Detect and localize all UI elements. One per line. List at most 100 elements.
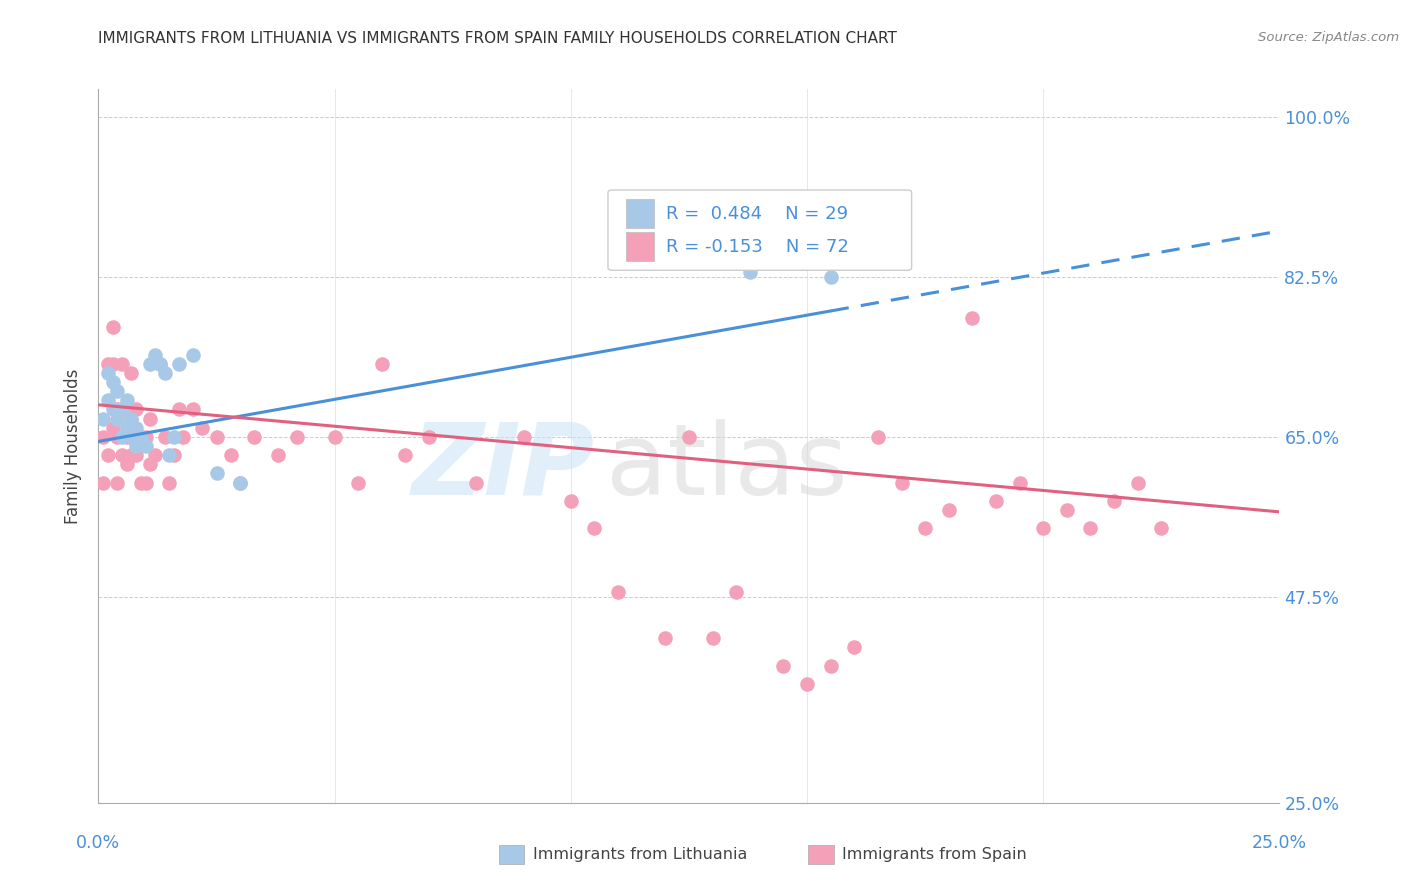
Point bbox=[115, 393, 138, 408]
Point bbox=[125, 448, 148, 462]
Point bbox=[129, 475, 152, 490]
Point bbox=[702, 631, 724, 645]
Point bbox=[243, 430, 266, 444]
Point bbox=[465, 475, 488, 490]
Point bbox=[121, 411, 143, 425]
Point bbox=[121, 411, 143, 425]
Point bbox=[1032, 521, 1054, 535]
Point bbox=[115, 458, 138, 472]
Point bbox=[149, 357, 172, 371]
Y-axis label: Family Households: Family Households bbox=[65, 368, 83, 524]
Point bbox=[890, 475, 912, 490]
Point bbox=[1126, 475, 1149, 490]
Point bbox=[229, 475, 252, 490]
Point bbox=[97, 448, 120, 462]
Point bbox=[101, 320, 124, 334]
Point bbox=[105, 430, 128, 444]
Point bbox=[135, 475, 157, 490]
Point bbox=[654, 631, 676, 645]
Point bbox=[844, 640, 866, 655]
Point bbox=[285, 430, 308, 444]
Point bbox=[371, 357, 394, 371]
Point bbox=[560, 494, 582, 508]
Point bbox=[91, 430, 114, 444]
Point bbox=[111, 402, 134, 417]
Point bbox=[111, 430, 134, 444]
Point bbox=[105, 475, 128, 490]
Point bbox=[129, 430, 152, 444]
Point bbox=[97, 393, 120, 408]
Point bbox=[678, 430, 700, 444]
Point bbox=[157, 448, 180, 462]
Point bbox=[772, 658, 794, 673]
Point bbox=[820, 658, 842, 673]
Point bbox=[1102, 494, 1125, 508]
Point bbox=[121, 366, 143, 380]
Point bbox=[914, 521, 936, 535]
Point bbox=[139, 357, 162, 371]
Point bbox=[149, 357, 172, 371]
Point bbox=[111, 448, 134, 462]
Point bbox=[125, 439, 148, 453]
Point bbox=[153, 366, 176, 380]
Point bbox=[229, 475, 252, 490]
Text: ZIP: ZIP bbox=[412, 419, 595, 516]
Point bbox=[101, 357, 124, 371]
Point bbox=[115, 420, 138, 434]
Point bbox=[163, 448, 186, 462]
Point bbox=[125, 420, 148, 434]
Point bbox=[167, 357, 190, 371]
Text: Immigrants from Spain: Immigrants from Spain bbox=[842, 847, 1026, 862]
Point bbox=[1056, 503, 1078, 517]
Point bbox=[418, 430, 440, 444]
Point bbox=[347, 475, 370, 490]
Text: Source: ZipAtlas.com: Source: ZipAtlas.com bbox=[1258, 31, 1399, 45]
Text: Immigrants from Lithuania: Immigrants from Lithuania bbox=[533, 847, 747, 862]
Point bbox=[105, 402, 128, 417]
Text: R =  0.484    N = 29: R = 0.484 N = 29 bbox=[665, 204, 848, 223]
Point bbox=[163, 430, 186, 444]
Point bbox=[115, 430, 138, 444]
Point bbox=[866, 430, 889, 444]
Point bbox=[512, 430, 534, 444]
Point bbox=[181, 347, 204, 361]
Point bbox=[820, 269, 842, 284]
Point bbox=[1150, 521, 1173, 535]
Point bbox=[394, 448, 416, 462]
Point bbox=[101, 402, 124, 417]
Point bbox=[583, 521, 606, 535]
Point bbox=[101, 420, 124, 434]
Point bbox=[323, 430, 346, 444]
Point bbox=[191, 420, 214, 434]
Point bbox=[129, 430, 152, 444]
Point bbox=[111, 357, 134, 371]
Point bbox=[984, 494, 1007, 508]
Point bbox=[121, 430, 143, 444]
Point bbox=[97, 366, 120, 380]
Point bbox=[91, 475, 114, 490]
Point bbox=[157, 475, 180, 490]
Point bbox=[172, 430, 194, 444]
Point bbox=[139, 458, 162, 472]
Text: atlas: atlas bbox=[606, 419, 848, 516]
Point bbox=[135, 439, 157, 453]
Point bbox=[135, 430, 157, 444]
Point bbox=[205, 467, 228, 481]
Point bbox=[181, 402, 204, 417]
Point bbox=[143, 448, 166, 462]
Point bbox=[125, 402, 148, 417]
Point bbox=[962, 310, 984, 325]
Point bbox=[725, 585, 748, 599]
Point bbox=[153, 430, 176, 444]
Text: R = -0.153    N = 72: R = -0.153 N = 72 bbox=[665, 237, 848, 256]
Text: 0.0%: 0.0% bbox=[76, 834, 121, 852]
Point bbox=[167, 402, 190, 417]
Point bbox=[143, 347, 166, 361]
Point bbox=[219, 448, 242, 462]
Point bbox=[91, 411, 114, 425]
Point bbox=[139, 411, 162, 425]
Text: IMMIGRANTS FROM LITHUANIA VS IMMIGRANTS FROM SPAIN FAMILY HOUSEHOLDS CORRELATION: IMMIGRANTS FROM LITHUANIA VS IMMIGRANTS … bbox=[98, 31, 897, 46]
Point bbox=[267, 448, 290, 462]
Text: 25.0%: 25.0% bbox=[1251, 834, 1308, 852]
Point bbox=[740, 265, 762, 279]
